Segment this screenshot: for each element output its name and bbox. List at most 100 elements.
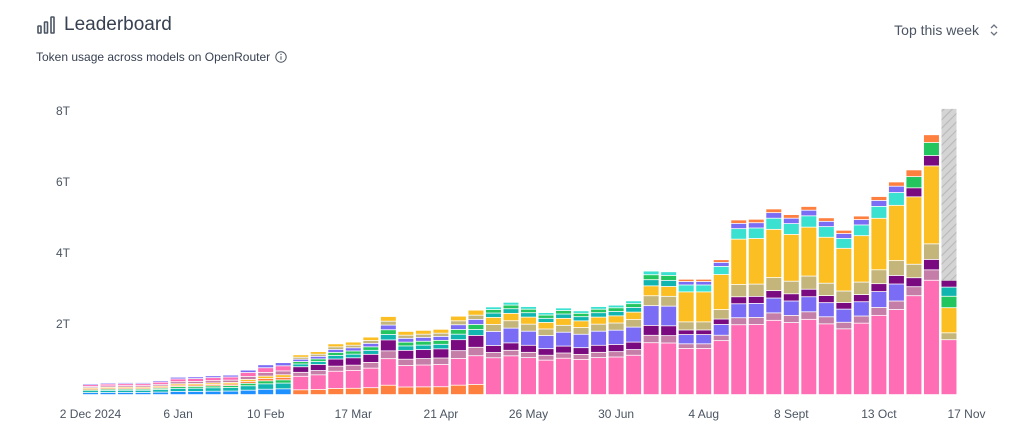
bar-week[interactable]	[328, 344, 344, 395]
bar-week[interactable]	[293, 355, 309, 395]
bar-segment	[240, 386, 256, 390]
bar-week[interactable]	[836, 230, 852, 395]
bar-segment	[573, 321, 589, 328]
bar-week[interactable]	[83, 383, 98, 395]
bar-segment	[310, 364, 326, 371]
bar-segment	[415, 330, 431, 334]
bar-segment	[188, 385, 204, 387]
bar-segment	[503, 305, 519, 309]
bar-segment	[328, 388, 344, 395]
bar-segment	[538, 335, 554, 349]
bar-week[interactable]	[310, 352, 326, 395]
bar-segment	[923, 166, 939, 244]
bar-segment	[853, 220, 869, 225]
x-tick-label: 6 Jan	[163, 407, 192, 421]
bar-week[interactable]	[170, 377, 186, 395]
bar-segment	[538, 315, 554, 318]
bar-week[interactable]	[783, 215, 799, 395]
bar-week[interactable]	[538, 312, 554, 395]
bar-week[interactable]	[415, 330, 431, 395]
bar-segment	[100, 384, 116, 386]
bar-week[interactable]	[871, 196, 887, 395]
bar-week[interactable]	[696, 279, 712, 395]
bar-segment	[748, 219, 764, 223]
bar-week[interactable]	[363, 337, 379, 395]
bar-week[interactable]	[906, 170, 922, 395]
y-tick-label: 2T	[56, 317, 71, 331]
bar-segment	[748, 223, 764, 228]
bar-segment	[415, 334, 431, 338]
bar-segment	[871, 200, 887, 207]
bar-segment	[591, 306, 607, 309]
bar-segment	[713, 260, 729, 262]
bar-week[interactable]	[818, 218, 834, 395]
bar-segment	[678, 292, 694, 322]
bar-week[interactable]	[661, 272, 677, 395]
bar-week[interactable]	[678, 279, 694, 395]
bar-segment	[415, 350, 431, 359]
bar-segment	[696, 348, 712, 395]
bar-week[interactable]	[626, 301, 642, 395]
x-tick-label: 2 Dec 2024	[60, 407, 122, 421]
bar-segment	[923, 270, 939, 280]
bar-segment	[345, 388, 361, 395]
bar-week[interactable]	[468, 310, 484, 395]
bar-week[interactable]	[608, 305, 624, 395]
bar-segment	[275, 380, 291, 383]
bar-segment	[906, 278, 922, 287]
bar-segment	[556, 325, 572, 332]
bar-segment	[135, 384, 151, 386]
bar-week-partial[interactable]	[941, 108, 957, 395]
bar-week[interactable]	[503, 302, 519, 395]
info-icon[interactable]	[275, 51, 287, 63]
bar-segment	[521, 309, 536, 313]
bar-segment	[468, 315, 484, 320]
bar-week[interactable]	[188, 377, 204, 395]
bar-segment	[468, 324, 484, 330]
bar-week[interactable]	[731, 220, 747, 395]
bar-week[interactable]	[713, 260, 729, 395]
bar-week[interactable]	[923, 135, 939, 395]
bar-week[interactable]	[801, 206, 817, 395]
bar-week[interactable]	[135, 382, 151, 395]
bar-week[interactable]	[100, 383, 116, 395]
bar-week[interactable]	[345, 342, 361, 395]
bar-week[interactable]	[573, 311, 589, 395]
bar-week[interactable]	[275, 363, 291, 395]
bar-week[interactable]	[556, 308, 572, 395]
bar-week[interactable]	[398, 331, 414, 395]
bar-week[interactable]	[748, 219, 764, 395]
bar-segment	[853, 302, 869, 316]
bar-week[interactable]	[853, 216, 869, 395]
bar-week[interactable]	[888, 182, 904, 395]
bar-segment	[293, 355, 309, 357]
bar-week[interactable]	[433, 329, 449, 395]
bar-week[interactable]	[643, 271, 659, 395]
bar-segment	[293, 359, 309, 362]
bar-week[interactable]	[223, 375, 239, 395]
bar-segment	[871, 206, 887, 218]
bar-week[interactable]	[118, 382, 134, 395]
bar-chart-icon	[37, 16, 55, 34]
bar-segment	[153, 392, 169, 395]
bar-segment	[696, 279, 712, 282]
bar-week[interactable]	[258, 365, 274, 395]
bar-segment	[853, 225, 869, 236]
bar-segment	[223, 382, 239, 384]
period-selector[interactable]: Top this week	[894, 22, 999, 38]
bar-segment	[608, 330, 624, 345]
bar-week[interactable]	[380, 316, 396, 395]
bar-week[interactable]	[240, 370, 256, 395]
bar-week[interactable]	[766, 209, 782, 395]
bar-week[interactable]	[205, 376, 221, 395]
bar-segment	[801, 210, 817, 216]
bar-segment	[433, 333, 449, 337]
bar-week[interactable]	[591, 306, 607, 395]
bar-week[interactable]	[153, 381, 169, 395]
bar-week[interactable]	[485, 307, 501, 395]
bar-segment	[153, 388, 169, 390]
bar-week[interactable]	[521, 306, 536, 395]
bar-segment	[661, 343, 677, 395]
bar-week[interactable]	[450, 316, 466, 395]
bar-segment	[450, 325, 466, 330]
